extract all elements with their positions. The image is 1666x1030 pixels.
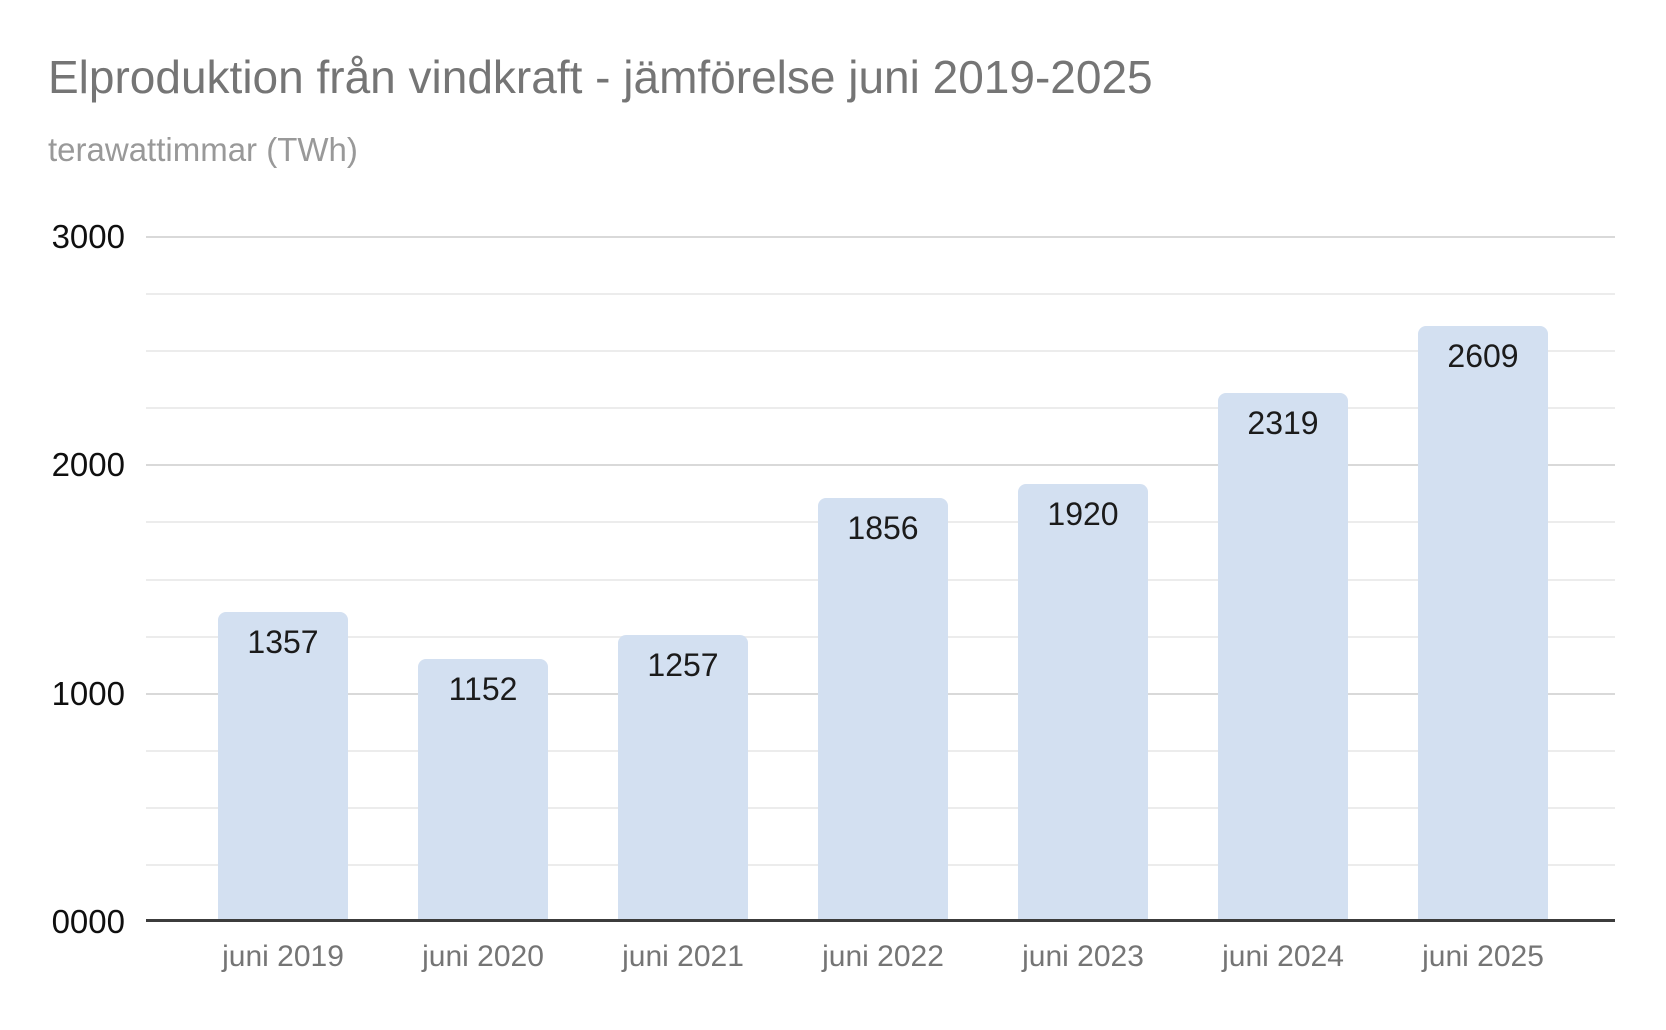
x-tick-label: juni 2020 bbox=[422, 940, 544, 973]
bar-juni-2023[interactable]: 1920 bbox=[1018, 483, 1148, 922]
y-tick-label: 1000 bbox=[51, 674, 125, 712]
chart-subtitle: terawattimmar (TWh) bbox=[48, 131, 358, 168]
x-tick-label: juni 2025 bbox=[1422, 940, 1544, 973]
major-gridline bbox=[146, 464, 1615, 467]
bar-juni-2020[interactable]: 1152 bbox=[418, 658, 548, 922]
x-axis: juni 2019 juni 2020 juni 2021 juni 2022 juni… bbox=[146, 940, 1615, 990]
x-tick-label: juni 2024 bbox=[1222, 940, 1344, 973]
bar-value-label: 1920 bbox=[1047, 495, 1119, 532]
plot-area: 1357 1152 1257 1856 1920 2319 2609 bbox=[146, 236, 1615, 922]
bar-juni-2019[interactable]: 1357 bbox=[218, 612, 348, 922]
bar-juni-2024[interactable]: 2319 bbox=[1218, 392, 1348, 922]
y-axis: 0000 1000 2000 3000 bbox=[0, 218, 125, 940]
minor-gridline bbox=[146, 407, 1615, 410]
bar-value-label: 2319 bbox=[1247, 404, 1319, 441]
y-tick-label: 2000 bbox=[51, 446, 125, 484]
x-tick-label: juni 2022 bbox=[822, 940, 944, 973]
bar-value-label: 1357 bbox=[247, 624, 319, 661]
x-tick-label: juni 2019 bbox=[222, 940, 344, 973]
y-tick-label: 3000 bbox=[51, 218, 125, 255]
bar-juni-2021[interactable]: 1257 bbox=[618, 635, 748, 922]
bar-value-label: 1856 bbox=[847, 510, 919, 547]
bar-value-label: 2609 bbox=[1447, 338, 1519, 375]
bar-value-label: 1257 bbox=[647, 647, 719, 683]
chart-title: Elproduktion från vindkraft - jämförelse… bbox=[48, 51, 1153, 103]
y-tick-label: 0000 bbox=[51, 903, 125, 940]
major-gridline bbox=[146, 236, 1615, 238]
x-tick-label: juni 2021 bbox=[622, 940, 744, 973]
bar-juni-2025[interactable]: 2609 bbox=[1418, 326, 1548, 922]
minor-gridline bbox=[146, 350, 1615, 353]
minor-gridline bbox=[146, 293, 1615, 296]
bar-juni-2022[interactable]: 1856 bbox=[818, 498, 948, 922]
bar-value-label: 1152 bbox=[448, 670, 518, 707]
x-axis-line bbox=[146, 919, 1615, 922]
x-tick-label: juni 2023 bbox=[1022, 940, 1144, 973]
